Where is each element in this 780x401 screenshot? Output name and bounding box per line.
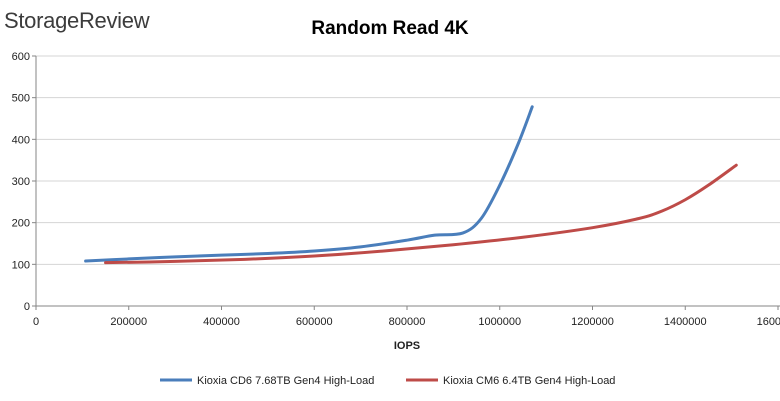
y-tick-label: 200 [12,218,30,230]
y-tick-label: 300 [12,176,30,188]
legend-label-cm6: Kioxia CM6 6.4TB Gen4 High-Load [443,375,615,387]
y-tick-labels: 0 100 200 300 400 500 600 [12,51,36,313]
y-tick-label: 500 [12,93,30,105]
y-tick-label: 0 [24,301,30,313]
gridlines [36,55,780,265]
x-axis-label: IOPS [394,340,420,352]
series-line-cm6 [104,163,738,265]
y-tick-label: 400 [12,134,30,146]
chart-title: Random Read 4K [311,18,469,39]
x-tick-label: 1200000 [571,316,614,328]
x-tick-label: 200000 [110,316,147,328]
series-lines [84,105,738,265]
x-tick-label: 0 [33,316,39,328]
x-tick-label: 400000 [203,316,240,328]
y-tick-label: 600 [12,51,30,63]
x-tick-label: 1600000 [757,316,780,328]
y-tick-label: 100 [12,259,30,271]
x-tick-labels: 0 200000 400000 600000 800000 1000000 1200000 1… [33,306,780,328]
legend: Kioxia CD6 7.68TB Gen4 High-Load Kioxia … [160,375,615,387]
legend-label-cd6: Kioxia CD6 7.68TB Gen4 High-Load [197,375,374,387]
x-tick-label: 600000 [296,316,333,328]
brand-logo-text: StorageReview [4,8,150,33]
x-tick-label: 800000 [389,316,426,328]
x-tick-label: 1000000 [478,316,521,328]
x-tick-label: 1400000 [664,316,707,328]
series-line-cd6 [84,105,534,263]
